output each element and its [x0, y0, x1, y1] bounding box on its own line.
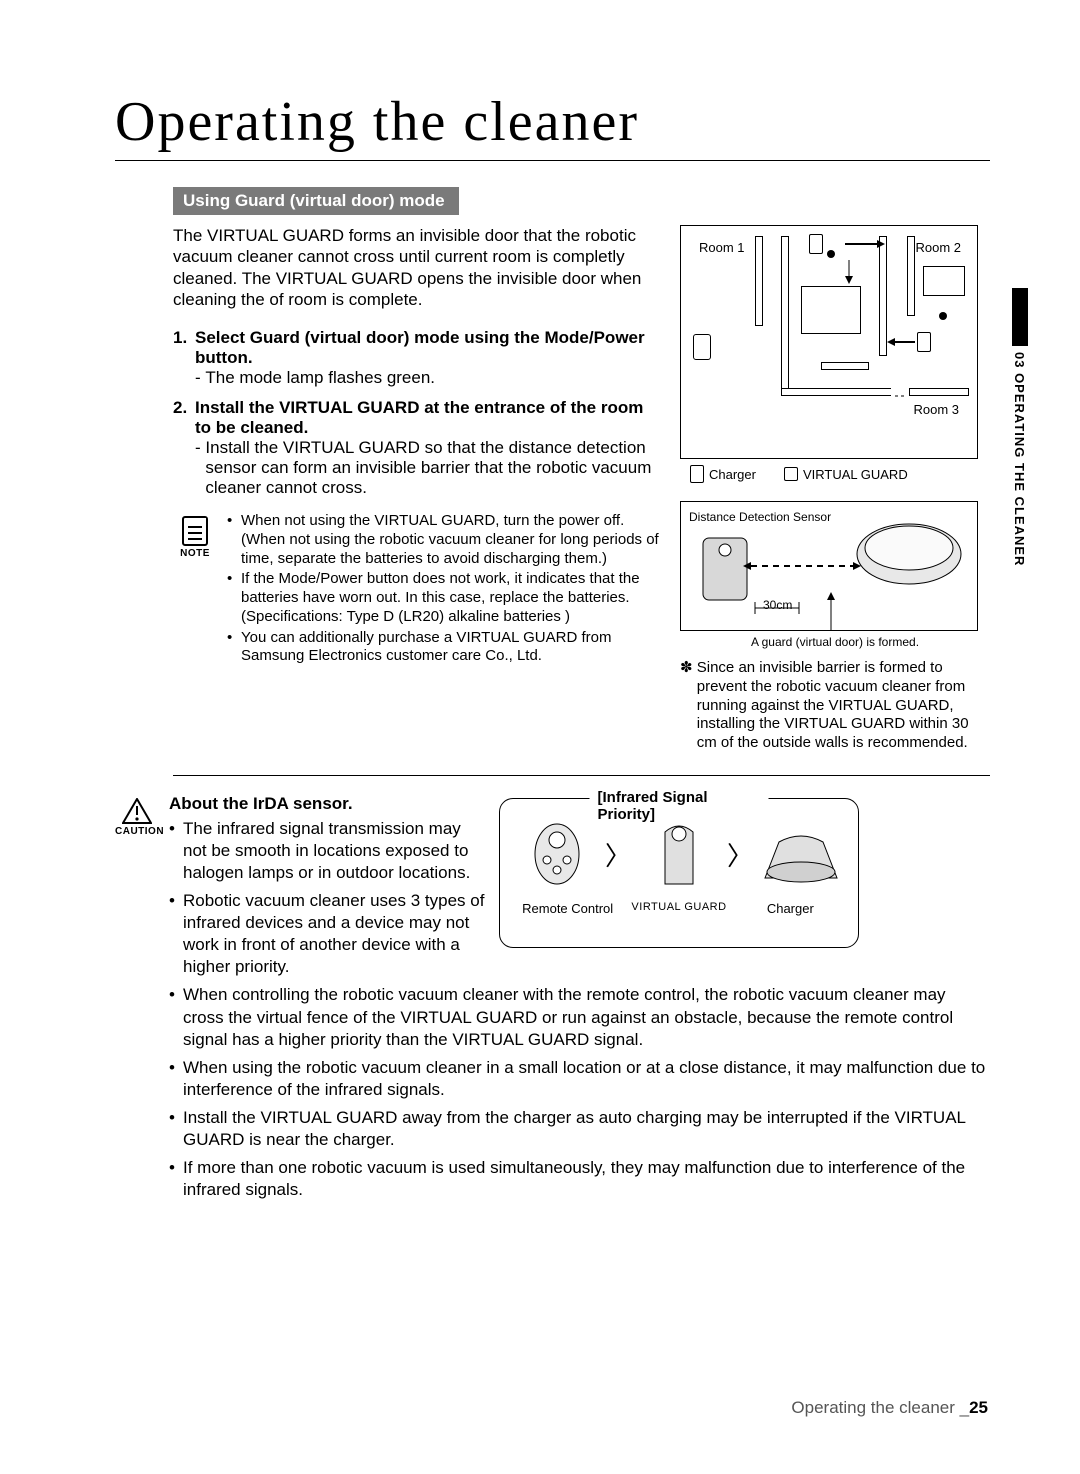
section-divider	[173, 775, 990, 776]
priority-labels: Remote Control VIRTUAL GUARD Charger	[512, 901, 846, 916]
caution-icon	[122, 798, 152, 824]
note-bullet: You can additionally purchase a VIRTUAL …	[227, 629, 662, 667]
step-sub: Install the VIRTUAL GUARD so that the di…	[195, 438, 662, 498]
caution-bullet: When using the robotic vacuum cleaner in…	[169, 1057, 990, 1101]
rooms-figure: Room 1 Room 2 Room 3	[680, 225, 978, 459]
note-bullets: When not using the VIRTUAL GUARD, turn t…	[227, 512, 662, 668]
figure-legend: Charger VIRTUAL GUARD	[690, 465, 990, 483]
step-sub-text: The mode lamp flashes green.	[205, 368, 435, 388]
page-footer: Operating the cleaner _25	[791, 1398, 988, 1418]
step-head: 1. Select Guard (virtual door) mode usin…	[173, 328, 662, 368]
figure-column: Room 1 Room 2 Room 3	[680, 225, 990, 753]
caution-bullets-wide: When controlling the robotic vacuum clea…	[169, 984, 990, 1201]
side-tab-marker	[1012, 288, 1028, 346]
sensor-figure-caption: A guard (virtual door) is formed.	[680, 635, 990, 649]
caution-bullet: Robotic vacuum cleaner uses 3 types of i…	[169, 890, 489, 978]
legend-charger: Charger	[690, 465, 756, 483]
step-number: 2.	[173, 398, 195, 438]
note-label: NOTE	[173, 548, 217, 559]
step-sub: The mode lamp flashes green.	[195, 368, 662, 388]
virtual-guard-icon	[784, 467, 798, 481]
step-title: Install the VIRTUAL GUARD at the entranc…	[195, 398, 662, 438]
step-item: 2. Install the VIRTUAL GUARD at the entr…	[173, 398, 662, 498]
note-icon	[182, 516, 208, 546]
step-title: Select Guard (virtual door) mode using t…	[195, 328, 662, 368]
priority-box: [Infrared Signal Priority] 〉 〉 Remote	[499, 798, 859, 948]
step-number: 1.	[173, 328, 195, 368]
note-block: NOTE When not using the VIRTUAL GUARD, t…	[173, 512, 662, 668]
figure-overlay	[681, 226, 979, 460]
section-heading-band: Using Guard (virtual door) mode	[173, 187, 459, 215]
step-item: 1. Select Guard (virtual door) mode usin…	[173, 328, 662, 388]
note-icon-column: NOTE	[173, 512, 217, 668]
page-number: 25	[969, 1398, 988, 1417]
page-title: Operating the cleaner	[115, 90, 990, 161]
step-sub-text: Install the VIRTUAL GUARD so that the di…	[205, 438, 662, 498]
sensor-figure: Distance Detection Sensor	[680, 501, 978, 631]
note-bullet: When not using the VIRTUAL GUARD, turn t…	[227, 512, 662, 568]
virtual-guard-device-icon	[637, 816, 721, 893]
sensor-figure-svg	[681, 502, 979, 632]
footer-text: Operating the cleaner _	[791, 1398, 969, 1417]
caution-label: CAUTION	[115, 826, 159, 837]
chevron-right-icon: 〉	[605, 836, 631, 873]
steps-list: 1. Select Guard (virtual door) mode usin…	[173, 328, 662, 498]
caution-bullet: The infrared signal transmission may not…	[169, 818, 489, 884]
content-columns: The VIRTUAL GUARD forms an invisible doo…	[115, 225, 990, 753]
side-tab-label: 03 OPERATING THE CLEANER	[1012, 346, 1027, 566]
caution-bullet: When controlling the robotic vacuum clea…	[169, 984, 990, 1050]
caution-icon-column: CAUTION	[115, 794, 159, 985]
chevron-right-icon: 〉	[727, 836, 753, 873]
caution-narrow-col: About the IrDA sensor. The infrared sign…	[169, 794, 489, 985]
caution-bullet: If more than one robotic vacuum is used …	[169, 1157, 990, 1201]
caution-title: About the IrDA sensor.	[169, 794, 489, 814]
distance-label: 30cm	[763, 598, 792, 612]
remote-control-icon	[515, 816, 599, 893]
note-bullet: If the Mode/Power button does not work, …	[227, 570, 662, 626]
priority-label-charger: Charger	[735, 901, 846, 916]
caution-bullets-narrow: The infrared signal transmission may not…	[169, 818, 489, 979]
step-head: 2. Install the VIRTUAL GUARD at the entr…	[173, 398, 662, 438]
text-column: The VIRTUAL GUARD forms an invisible doo…	[173, 225, 662, 753]
priority-label-vg: VIRTUAL GUARD	[623, 901, 734, 916]
priority-title: [Infrared Signal Priority]	[590, 789, 769, 823]
charger-device-icon	[759, 816, 843, 893]
caution-block: CAUTION About the IrDA sensor. The infra…	[115, 794, 990, 1202]
manual-page: Operating the cleaner 03 OPERATING THE C…	[0, 0, 1080, 1474]
caution-upper-row: CAUTION About the IrDA sensor. The infra…	[115, 794, 990, 985]
intro-paragraph: The VIRTUAL GUARD forms an invisible doo…	[173, 225, 662, 310]
side-tab: 03 OPERATING THE CLEANER	[994, 288, 1028, 566]
caution-bullet: Install the VIRTUAL GUARD away from the …	[169, 1107, 990, 1151]
priority-label-remote: Remote Control	[512, 901, 623, 916]
charger-icon	[690, 465, 704, 483]
star-note: Since an invisible barrier is formed to …	[680, 659, 990, 753]
legend-virtual-guard: VIRTUAL GUARD	[784, 465, 908, 483]
